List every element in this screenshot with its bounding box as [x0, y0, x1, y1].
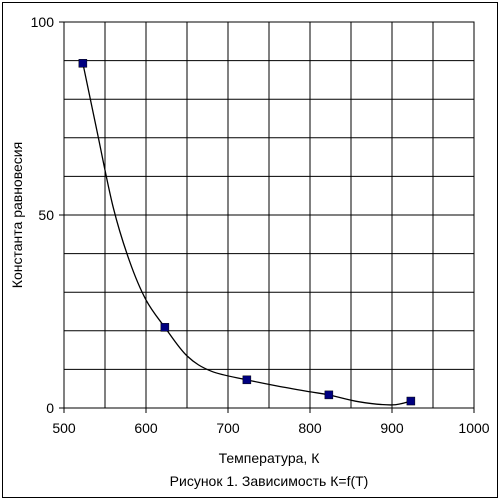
x-tick-label: 600	[134, 420, 158, 436]
data-point-marker	[406, 396, 416, 406]
chart-frame	[2, 2, 498, 498]
y-tick-label: 50	[38, 207, 54, 223]
x-tick-label: 900	[380, 420, 404, 436]
y-axis-title: Константа равновесия	[9, 142, 25, 288]
marker-layer	[78, 59, 416, 406]
data-point-marker	[160, 323, 170, 332]
data-point-marker	[78, 59, 88, 68]
tick-layer: 500 600 700 800 900 1000 0 50 100	[31, 14, 490, 436]
series-curve	[82, 63, 412, 406]
y-tick-label: 100	[31, 14, 55, 30]
x-axis-title: Температура, К	[219, 450, 321, 466]
x-tick-label: 500	[52, 420, 76, 436]
y-tick-label: 0	[46, 400, 54, 416]
data-point-marker	[242, 375, 252, 385]
data-point-marker	[324, 390, 334, 400]
x-tick-label: 1000	[458, 420, 489, 436]
figure-caption: Рисунок 1. Зависимость К=f(T)	[170, 473, 369, 489]
x-tick-label: 800	[298, 420, 322, 436]
grid-layer	[64, 22, 474, 408]
x-tick-label: 700	[216, 420, 240, 436]
